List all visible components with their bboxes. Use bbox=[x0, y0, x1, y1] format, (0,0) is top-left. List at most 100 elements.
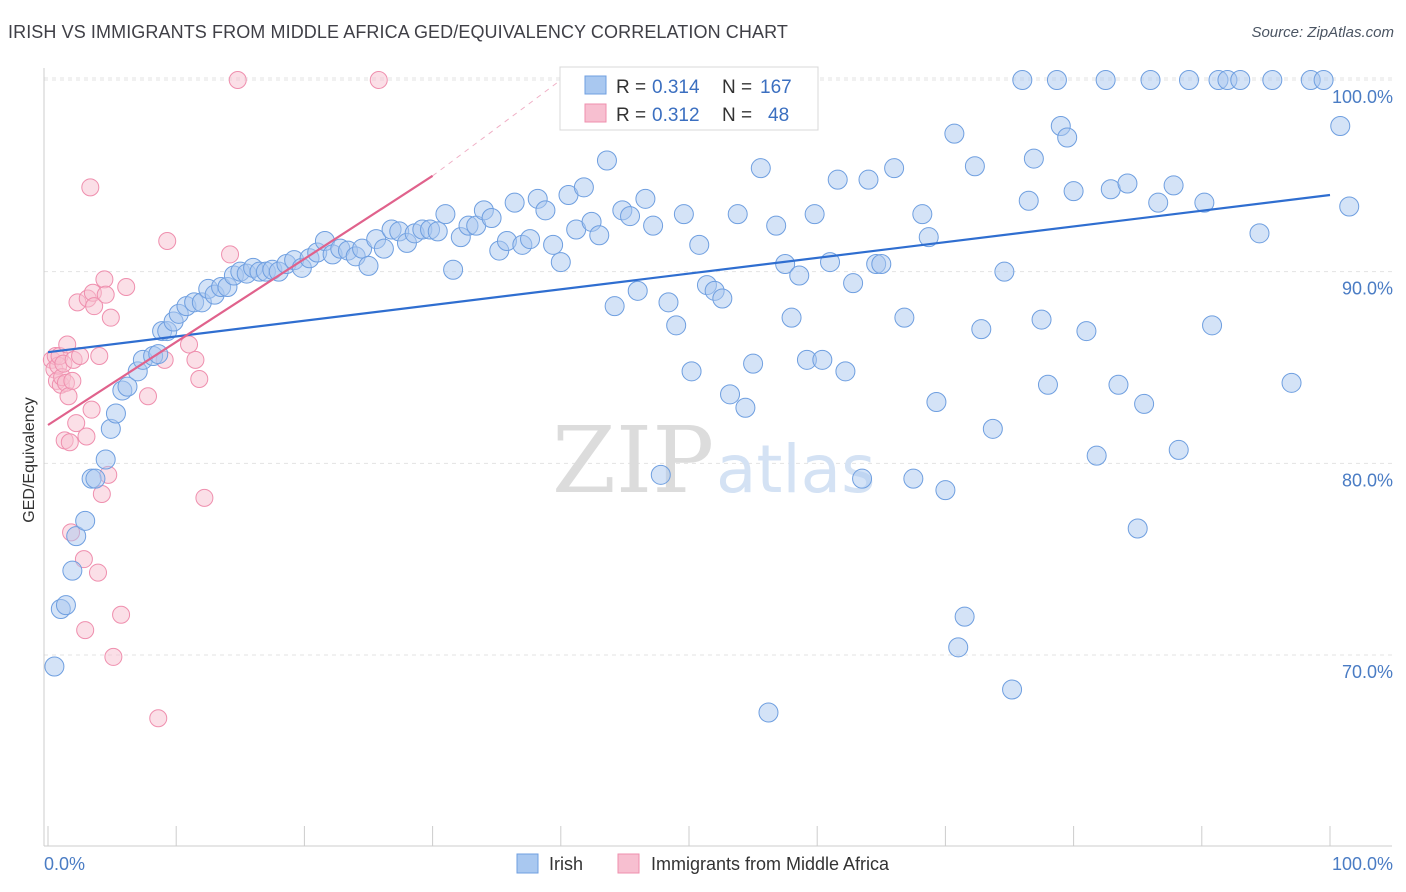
irish-point bbox=[912, 204, 933, 225]
irish-point bbox=[481, 208, 502, 228]
irish-point bbox=[926, 392, 947, 412]
irish-point bbox=[935, 480, 956, 501]
irish-point bbox=[673, 204, 694, 225]
legend-n-label-1: N = bbox=[722, 77, 752, 98]
irish-point bbox=[871, 254, 892, 274]
legend-n-label-2: N = bbox=[722, 105, 752, 126]
irish-point bbox=[1281, 372, 1302, 393]
irish-series-points bbox=[44, 70, 1360, 723]
irish-point bbox=[735, 397, 756, 418]
irish-point bbox=[95, 449, 116, 470]
irish-point bbox=[1163, 175, 1184, 196]
legend-n-value-2: 48 bbox=[768, 105, 789, 126]
africa-point bbox=[186, 350, 205, 369]
irish-point bbox=[1168, 439, 1189, 460]
irish-point bbox=[1140, 70, 1161, 90]
africa-point bbox=[90, 347, 109, 365]
irish-point bbox=[1127, 518, 1148, 539]
legend-r-value-1: 0.314 bbox=[652, 77, 700, 98]
irish-point bbox=[1313, 70, 1334, 90]
irish-point bbox=[620, 206, 641, 227]
x-tick-label-min: 0.0% bbox=[44, 854, 85, 874]
irish-point bbox=[443, 259, 464, 280]
irish-point bbox=[573, 177, 594, 198]
africa-series-points bbox=[42, 71, 388, 728]
irish-point bbox=[843, 273, 864, 294]
irish-point bbox=[520, 229, 541, 250]
irish-point bbox=[352, 238, 373, 259]
irish-point bbox=[954, 606, 975, 627]
irish-point bbox=[727, 204, 748, 225]
irish-point bbox=[1023, 148, 1044, 169]
africa-point bbox=[85, 297, 104, 316]
watermark-atlas: atlas bbox=[716, 431, 876, 508]
irish-point bbox=[1134, 393, 1155, 414]
chart-source: Source: ZipAtlas.com bbox=[1251, 24, 1394, 41]
legend-swatch-irish bbox=[584, 75, 607, 95]
irish-point bbox=[971, 319, 992, 340]
irish-point bbox=[550, 252, 571, 273]
irish-point bbox=[1230, 70, 1251, 90]
watermark-zip: ZIP bbox=[552, 407, 714, 514]
irish-point bbox=[1018, 190, 1039, 211]
bottom-legend: Irish Immigrants from Middle Africa bbox=[516, 853, 890, 874]
legend-r-label-2: R = bbox=[616, 105, 646, 126]
africa-point bbox=[149, 709, 168, 728]
bottom-legend-africa: Immigrants from Middle Africa bbox=[651, 854, 890, 874]
irish-point bbox=[903, 468, 924, 489]
irish-point bbox=[1002, 679, 1023, 700]
africa-point bbox=[112, 605, 131, 624]
africa-point bbox=[104, 647, 123, 666]
irish-point bbox=[1100, 179, 1121, 200]
africa-point bbox=[95, 270, 114, 289]
africa-point bbox=[81, 178, 100, 197]
irish-point bbox=[1117, 173, 1138, 194]
africa-point bbox=[190, 370, 209, 388]
y-tick-label: 100.0% bbox=[1332, 87, 1393, 107]
legend-r-value-2: 0.312 bbox=[652, 105, 700, 126]
irish-point bbox=[1057, 127, 1078, 148]
trend-lines bbox=[47, 79, 1331, 426]
irish-point bbox=[1031, 309, 1052, 330]
africa-point bbox=[63, 371, 82, 390]
irish-point bbox=[944, 123, 965, 144]
africa-point bbox=[67, 414, 86, 433]
irish-point bbox=[781, 307, 802, 328]
x-tick-label-max: 100.0% bbox=[1332, 854, 1393, 874]
africa-point bbox=[369, 71, 388, 89]
irish-point bbox=[1148, 192, 1169, 213]
irish-point bbox=[1086, 445, 1107, 466]
irish-point bbox=[1046, 70, 1067, 90]
legend-swatch-africa bbox=[584, 103, 607, 123]
africa-point bbox=[88, 563, 107, 582]
irish-point bbox=[666, 315, 687, 336]
irish-point bbox=[627, 280, 648, 301]
irish-point bbox=[105, 403, 126, 424]
africa-point bbox=[228, 71, 247, 89]
irish-point bbox=[55, 595, 76, 616]
irish-point bbox=[1063, 181, 1084, 202]
irish-point bbox=[758, 702, 779, 723]
irish-point bbox=[535, 200, 556, 221]
africa-point bbox=[158, 232, 177, 250]
irish-point bbox=[681, 361, 702, 382]
irish-point bbox=[75, 510, 96, 531]
irish-point bbox=[1108, 374, 1129, 395]
grid-lines bbox=[44, 77, 1392, 656]
irish-point bbox=[543, 234, 564, 255]
africa-point bbox=[117, 278, 136, 296]
irish-point bbox=[712, 288, 733, 309]
irish-point bbox=[62, 560, 83, 581]
irish-point bbox=[1178, 70, 1199, 90]
irish-point bbox=[44, 656, 65, 677]
irish-point bbox=[743, 353, 764, 374]
irish-point bbox=[373, 238, 394, 259]
africa-point bbox=[76, 621, 95, 640]
y-tick-label: 80.0% bbox=[1342, 470, 1393, 490]
irish-point bbox=[689, 234, 710, 255]
irish-point bbox=[918, 227, 939, 248]
y-tick-label: 70.0% bbox=[1342, 662, 1393, 682]
irish-point bbox=[1194, 192, 1215, 213]
chart-title: IRISH VS IMMIGRANTS FROM MIDDLE AFRICA G… bbox=[8, 22, 788, 42]
irish-point bbox=[650, 464, 671, 485]
